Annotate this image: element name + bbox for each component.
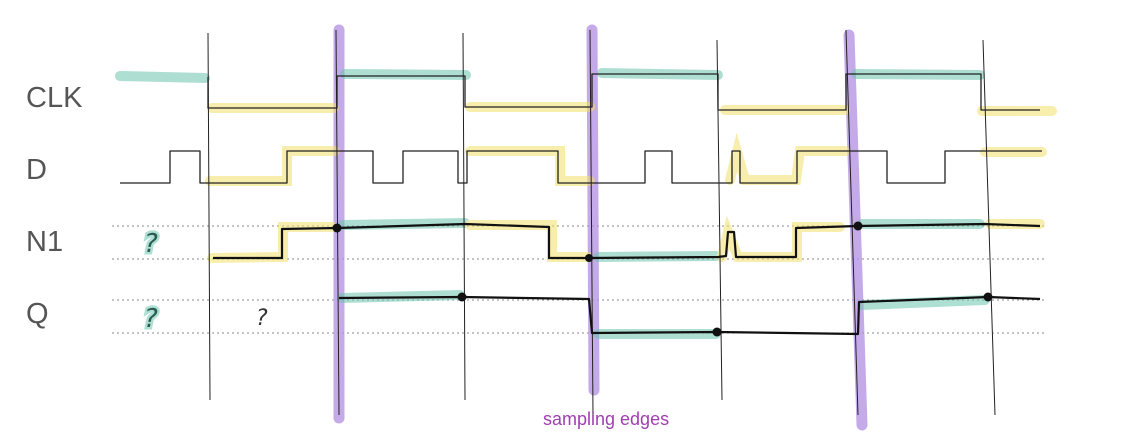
sample-dot bbox=[585, 254, 593, 262]
sample-dot bbox=[457, 292, 467, 302]
clock-edge-line-4 bbox=[589, 29, 594, 416]
sampling-edge-3 bbox=[843, 29, 868, 431]
signal-traces bbox=[120, 73, 1042, 184]
q-label: Q bbox=[26, 298, 49, 330]
sample-dot bbox=[332, 223, 342, 233]
q-initial-unknown-mark: ? bbox=[256, 306, 268, 331]
level-guides bbox=[112, 225, 1045, 334]
clk-trace bbox=[207, 73, 1040, 111]
n1-trace bbox=[213, 222, 1041, 260]
clock-edge-line-7 bbox=[982, 39, 996, 416]
sample-dot bbox=[853, 221, 863, 231]
n1-label: N1 bbox=[26, 226, 64, 258]
d-label: D bbox=[26, 154, 47, 186]
level-highlights bbox=[115, 68, 1057, 339]
clock-edge-line-6 bbox=[845, 29, 859, 416]
d-trace bbox=[120, 150, 1042, 184]
sample-dots bbox=[332, 221, 993, 337]
sample-dot bbox=[712, 327, 722, 337]
sampling-edges-caption: sampling edges bbox=[543, 409, 670, 429]
clk-label: CLK bbox=[26, 82, 83, 114]
n1-unknown-mark: ? bbox=[144, 229, 158, 259]
clock-edge-line-3 bbox=[462, 32, 466, 401]
q-unknown-mark: ? bbox=[144, 304, 158, 334]
unknown-marks: ? ? ? bbox=[142, 227, 269, 337]
sample-dot bbox=[983, 292, 993, 302]
